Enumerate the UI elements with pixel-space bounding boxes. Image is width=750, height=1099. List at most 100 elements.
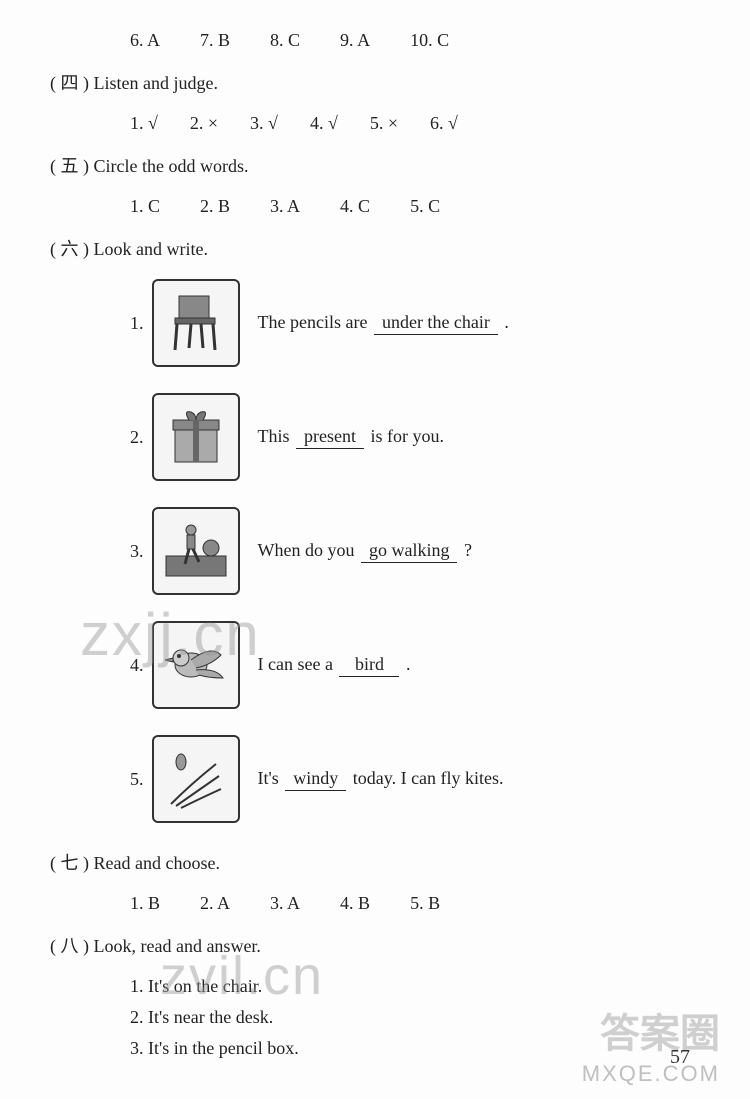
answer-item: 4. C — [340, 196, 370, 217]
answer-val: √ — [448, 113, 458, 133]
fill-blank: present — [296, 426, 364, 449]
answer-val: C — [358, 196, 370, 216]
answer-val: A — [287, 893, 300, 913]
fill-blank: under the chair — [374, 312, 498, 335]
answer-item: 10. C — [410, 30, 449, 51]
answer-list: 1. C 2. B 3. A 4. C 5. C — [130, 196, 440, 217]
answer-num: 8. — [270, 30, 284, 50]
answer-val: √ — [268, 113, 278, 133]
fill-blank: windy — [285, 768, 346, 791]
sentence-pre: It's — [258, 768, 279, 788]
answer-item: 3. A — [270, 196, 300, 217]
sentence-pre: The pencils are — [258, 312, 368, 332]
answer-num: 4. — [340, 196, 354, 216]
answer-val: B — [358, 893, 370, 913]
sentence: I can see a bird . — [258, 654, 411, 677]
answer-num: 6. — [430, 113, 444, 133]
answer-num: 1. — [130, 196, 144, 216]
answer-num: 3. — [250, 113, 264, 133]
answer-val: A — [357, 30, 370, 50]
sentence-post: is for you. — [371, 426, 445, 446]
answer-num: 4. — [340, 893, 354, 913]
answer-list: 1. √ 2. × 3. √ 4. √ 5. × 6. √ — [130, 113, 458, 134]
answer-val: B — [148, 893, 160, 913]
answer-val: A — [287, 196, 300, 216]
answer-val: B — [218, 196, 230, 216]
item-number: 2. — [130, 427, 144, 448]
answer-num: 2. — [200, 196, 214, 216]
section-7-heading: ( 七 ) Read and choose. — [50, 849, 700, 875]
answer-val: C — [148, 196, 160, 216]
answer-val: × — [388, 113, 398, 133]
chair-icon — [152, 279, 240, 367]
answer-item: 8. C — [270, 30, 300, 51]
look-write-item: 1. The pencils are under the chair . — [130, 279, 700, 367]
answer-num: 5. — [370, 113, 384, 133]
item-number: 5. — [130, 769, 144, 790]
look-write-item: 4. I can see a bird . — [130, 621, 700, 709]
section-5-answers: 1. C 2. B 3. A 4. C 5. C — [130, 196, 700, 217]
answer-num: 6. — [130, 30, 144, 50]
section-6-heading: ( 六 ) Look and write. — [50, 235, 700, 261]
present-icon — [152, 393, 240, 481]
answer-item: 5. B — [410, 893, 440, 914]
answer-num: 5. — [410, 893, 424, 913]
section-label: ( 六 ) Look and write. — [50, 235, 208, 261]
answer-val: C — [428, 196, 440, 216]
answer-item: 3. √ — [250, 113, 278, 134]
answer-num: 1. — [130, 893, 144, 913]
answer-num: 4. — [310, 113, 324, 133]
section-8-heading: ( 八 ) Look, read and answer. — [50, 932, 700, 958]
sentence-post: today. I can fly kites. — [353, 768, 504, 788]
answer-val: A — [217, 893, 230, 913]
sentence-pre: This — [258, 426, 290, 446]
answer-line: 1. It's on the chair. — [130, 976, 700, 997]
section-label: ( 七 ) Read and choose. — [50, 849, 220, 875]
section-7-answers: 1. B 2. A 3. A 4. B 5. B — [130, 893, 700, 914]
section-label: ( 八 ) Look, read and answer. — [50, 932, 261, 958]
answer-val: C — [288, 30, 300, 50]
section-4-answers: 1. √ 2. × 3. √ 4. √ 5. × 6. √ — [130, 113, 700, 134]
wind-icon — [152, 735, 240, 823]
sentence: When do you go walking ? — [258, 540, 472, 563]
answer-item: 6. A — [130, 30, 160, 51]
answer-val: B — [218, 30, 230, 50]
sentence-post: . — [504, 312, 509, 332]
sentence-post: ? — [464, 540, 472, 560]
answer-item: 1. √ — [130, 113, 158, 134]
answer-val: B — [428, 893, 440, 913]
page-number: 57 — [670, 1046, 690, 1069]
answer-num: 10. — [410, 30, 433, 50]
answer-item: 5. × — [370, 113, 398, 134]
answer-list: 1. B 2. A 3. A 4. B 5. B — [130, 893, 440, 914]
answer-val: × — [208, 113, 218, 133]
answer-item: 1. B — [130, 893, 160, 914]
sentence: It's windy today. I can fly kites. — [258, 768, 504, 791]
section-label: ( 四 ) Listen and judge. — [50, 69, 218, 95]
answer-item: 9. A — [340, 30, 370, 51]
answer-num: 2. — [200, 893, 214, 913]
item-number: 1. — [130, 313, 144, 334]
section-4-heading: ( 四 ) Listen and judge. — [50, 69, 700, 95]
answer-item: 2. B — [200, 196, 230, 217]
sentence: The pencils are under the chair . — [258, 312, 509, 335]
answer-val: √ — [328, 113, 338, 133]
walking-icon — [152, 507, 240, 595]
answer-num: 2. — [190, 113, 204, 133]
answer-num: 1. — [130, 113, 144, 133]
answer-item: 3. A — [270, 893, 300, 914]
look-write-item: 5. It's windy today. I can fly kites. — [130, 735, 700, 823]
sentence: This present is for you. — [258, 426, 445, 449]
section-label: ( 五 ) Circle the odd words. — [50, 152, 248, 178]
answer-item: 7. B — [200, 30, 230, 51]
answer-item: 4. √ — [310, 113, 338, 134]
answer-line: 3. It's in the pencil box. — [130, 1038, 700, 1059]
answer-line: 2. It's near the desk. — [130, 1007, 700, 1028]
answer-num: 9. — [340, 30, 354, 50]
answer-item: 6. √ — [430, 113, 458, 134]
top-answer-list: 6. A 7. B 8. C 9. A 10. C — [130, 30, 449, 51]
answer-val: C — [437, 30, 449, 50]
answer-num: 5. — [410, 196, 424, 216]
answer-item: 5. C — [410, 196, 440, 217]
top-answer-row: 6. A 7. B 8. C 9. A 10. C — [130, 30, 700, 51]
